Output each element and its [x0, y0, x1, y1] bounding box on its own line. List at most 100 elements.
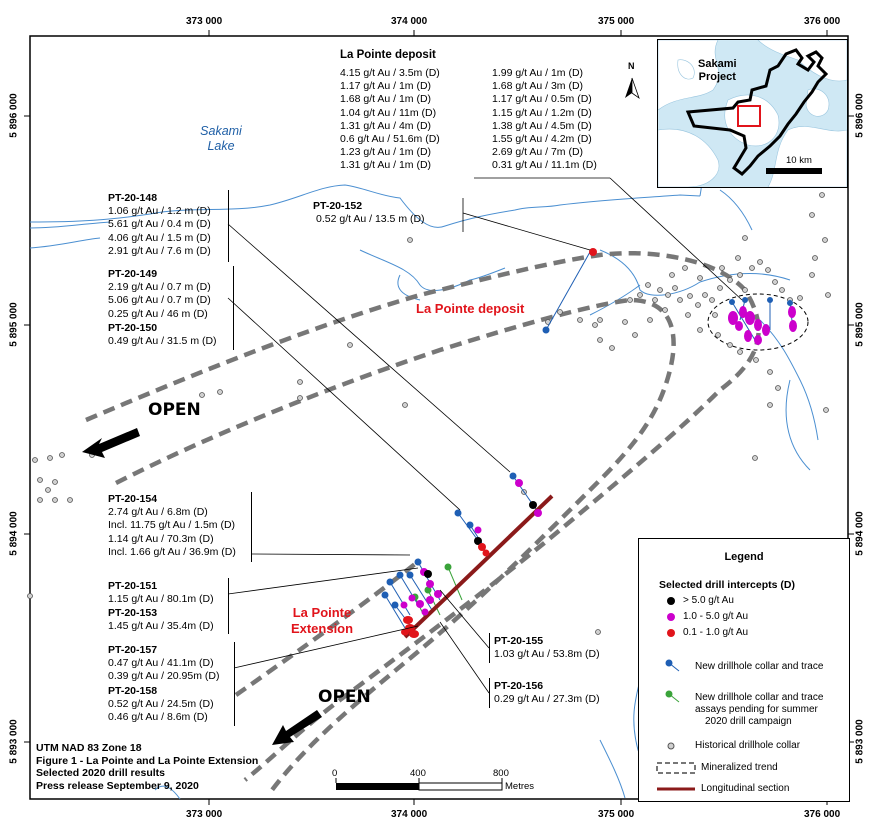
y-tick-label: 5 893 000	[854, 719, 866, 764]
new-drillholes	[381, 251, 794, 629]
intercept-row: 1.15 g/t Au / 1.2m (D)	[492, 106, 592, 119]
intercept-row: 1.68 g/t Au / 3m (D)	[492, 80, 584, 93]
callout-row: 1.45 g/t Au / 35.4m (D)	[108, 620, 214, 633]
callout-row: 0.29 g/t Au / 27.3m (D)	[494, 693, 600, 706]
callout-title: PT-20-148	[108, 192, 158, 204]
lake-label: Sakami Lake	[186, 124, 256, 154]
x-tick-label: 375 000	[598, 16, 635, 27]
callout-row: 1.14 g/t Au / 70.3m (D)	[108, 532, 214, 545]
caption-line: Figure 1 - La Pointe and La Pointe Exten…	[36, 754, 259, 767]
x-tick-label: 376 000	[804, 16, 841, 27]
intercept-row: 2.69 g/t Au / 7m (D)	[492, 146, 584, 159]
scale-label-0: 0	[332, 768, 338, 779]
intercept-row: 1.38 g/t Au / 4.5m (D)	[492, 119, 592, 132]
legend-label: Historical drillhole collar	[695, 740, 801, 751]
callout-title: PT-20-152	[313, 200, 363, 212]
scale-label-400: 400	[410, 768, 426, 779]
inset-scale-label: 10 km	[786, 155, 812, 166]
scale-label-800: 800	[493, 768, 509, 779]
grid-ticks	[24, 30, 854, 805]
legend-label: 0.1 - 1.0 g/t Au	[683, 627, 749, 638]
legend-dot-magenta	[667, 613, 675, 621]
callout-bracket	[251, 492, 252, 562]
callout-pt-20-150: PT-20-150 0.49 g/t Au / 31.5 m (D)	[108, 322, 217, 348]
north-arrow-icon	[625, 77, 640, 100]
intercepts-red	[401, 248, 597, 638]
callout-pt-20-153: PT-20-153 1.45 g/t Au / 35.4m (D)	[108, 607, 214, 633]
callout-row: 1.03 g/t Au / 53.8m (D)	[494, 648, 600, 661]
scale-unit: Metres	[505, 781, 535, 792]
callout-title: PT-20-150	[108, 322, 158, 334]
longitudinal-section	[403, 494, 554, 639]
y-tick-label: 5 895 000	[854, 302, 866, 347]
intercept-row: 1.23 g/t Au / 1m (D)	[340, 146, 432, 159]
inset-title: Sakami Project	[698, 58, 737, 84]
inset-locator	[737, 105, 761, 127]
callout-title: PT-20-151	[108, 580, 158, 592]
intercept-row: 1.99 g/t Au / 1m (D)	[492, 67, 584, 79]
legend-label-line: New drillhole collar and trace	[695, 692, 824, 703]
callout-pt-20-156: PT-20-156 0.29 g/t Au / 27.3m (D)	[494, 680, 600, 706]
callout-bracket	[233, 266, 234, 350]
legend-label: > 5.0 g/t Au	[683, 595, 734, 606]
legend-trend	[656, 762, 696, 774]
callout-pt-20-157: PT-20-157 0.47 g/t Au / 41.1m (D) 0.39 g…	[108, 644, 219, 684]
callout-lines	[227, 177, 743, 694]
x-tick-label: 375 000	[598, 809, 635, 820]
legend-section-title: Selected drill intercepts (D)	[659, 579, 795, 591]
callout-pt-20-154: PT-20-154 2.74 g/t Au / 6.8m (D) Incl. 1…	[108, 493, 236, 559]
callout-pt-20-158: PT-20-158 0.52 g/t Au / 24.5m (D) 0.46 g…	[108, 685, 214, 725]
legend-pending-collar	[665, 690, 680, 703]
legend-label: New drillhole collar and trace	[695, 661, 824, 672]
intercept-row: 1.55 g/t Au / 4.2m (D)	[492, 133, 592, 146]
legend-title: Legend	[724, 551, 764, 563]
figure-caption: UTM NAD 83 Zone 18 Figure 1 - La Pointe …	[36, 742, 258, 792]
callout-row: 2.19 g/t Au / 0.7 m (D)	[108, 281, 211, 294]
y-tick-label: 5 895 000	[8, 302, 20, 347]
callout-pt-20-152: PT-20-152 0.52 g/t Au / 13.5 m (D)	[313, 200, 425, 226]
project-outline	[685, 48, 829, 176]
callout-row: 5.06 g/t Au / 0.7 m (D)	[108, 294, 211, 307]
callout-title: PT-20-157	[108, 644, 158, 656]
x-tick-label: 376 000	[804, 809, 841, 820]
x-tick-label: 374 000	[391, 809, 428, 820]
callout-row: 0.46 g/t Au / 8.6m (D)	[108, 711, 208, 724]
legend-dot-black	[667, 597, 675, 605]
callout-row: 0.39 g/t Au / 20.95m (D)	[108, 670, 220, 683]
legend-historical-collar	[667, 742, 675, 750]
callout-row: 0.25 g/t Au / 46 m (D)	[108, 307, 208, 320]
legend-dot-red	[667, 629, 675, 637]
historical-collars	[27, 192, 831, 635]
legend-label: New drillhole collar and trace assays pe…	[695, 692, 823, 728]
deposit-summary: La Pointe deposit	[340, 49, 436, 64]
callout-title: PT-20-155	[494, 635, 544, 647]
intercept-row: 1.17 g/t Au / 1m (D)	[340, 80, 432, 93]
inset-land	[658, 40, 847, 187]
y-tick-label: 5 896 000	[8, 93, 20, 138]
deposit-summary-right: 1.99 g/t Au / 1m (D) 1.68 g/t Au / 3m (D…	[492, 67, 597, 173]
extension-label-2: Extension	[290, 621, 354, 636]
legend-label: Mineralized trend	[701, 762, 778, 773]
inset-scale-bar	[766, 168, 822, 174]
intercept-row: 0.31 g/t Au / 11.1m (D)	[492, 159, 597, 172]
caption-line: UTM NAD 83 Zone 18	[36, 742, 142, 754]
inset-title-1: Sakami	[698, 58, 737, 70]
caption-line: Press release September 9, 2020	[36, 779, 199, 792]
callout-pt-20-155: PT-20-155 1.03 g/t Au / 53.8m (D)	[494, 635, 600, 661]
deposit-label: La Pointe deposit	[416, 301, 525, 316]
y-tick-label: 5 893 000	[8, 719, 20, 764]
legend-label-line: 2020 drill campaign	[705, 716, 792, 727]
callout-row: 2.91 g/t Au / 7.6 m (D)	[108, 244, 211, 257]
callout-pt-20-151: PT-20-151 1.15 g/t Au / 80.1m (D)	[108, 580, 214, 606]
callout-title: PT-20-154	[108, 493, 158, 505]
y-tick-label: 5 894 000	[8, 511, 20, 556]
inset-title-2: Project	[698, 71, 736, 83]
x-tick-label: 374 000	[391, 16, 428, 27]
intercept-row: 1.68 g/t Au / 1m (D)	[340, 93, 432, 106]
callout-row: 1.15 g/t Au / 80.1m (D)	[108, 593, 214, 606]
intercept-row: 0.6 g/t Au / 51.6m (D)	[340, 133, 440, 146]
open-label: OPEN	[318, 687, 371, 707]
scale-bar	[335, 778, 503, 791]
lake-name-2: Lake	[207, 139, 235, 153]
callout-title: PT-20-153	[108, 607, 158, 619]
